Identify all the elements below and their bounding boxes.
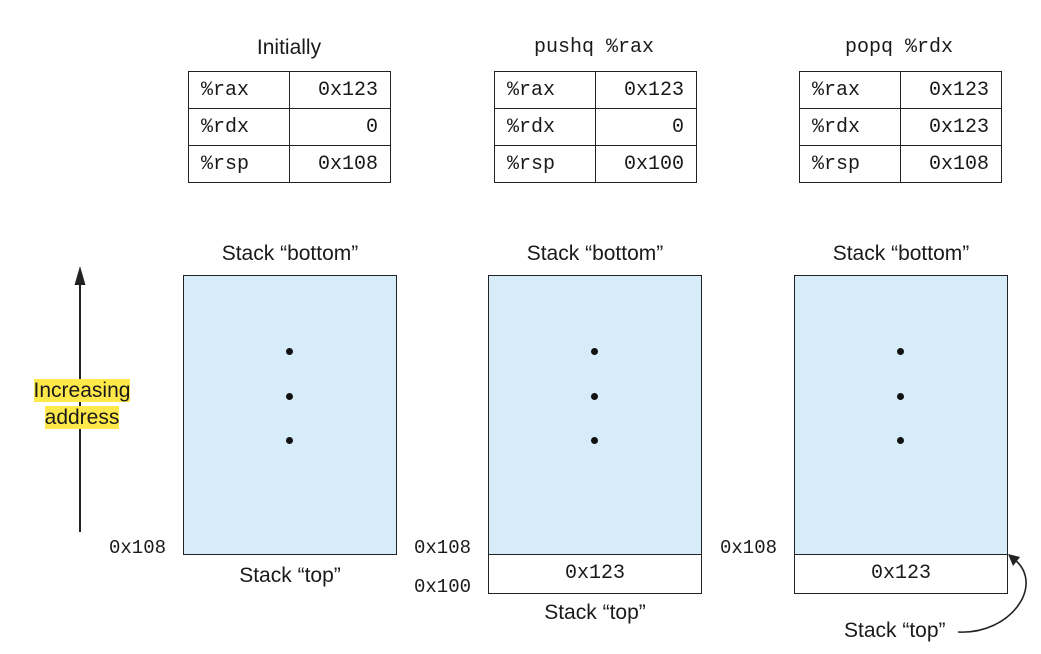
register-table-popq: %rax 0x123 %rdx 0x123 %rsp 0x108 <box>799 71 1002 183</box>
increasing-address-arrow <box>74 266 86 532</box>
register-value: 0x100 <box>595 145 697 183</box>
stack-bottom-label: Stack “bottom” <box>221 242 359 265</box>
increasing-address-label: Increasing address <box>22 377 142 431</box>
register-row-rdx: %rdx 0 <box>188 108 391 146</box>
stack-top-label: Stack “top” <box>544 601 646 624</box>
register-name: %rdx <box>188 108 290 146</box>
panel-title-pushq: pushq %rax <box>533 36 655 59</box>
register-value: 0x108 <box>900 145 1002 183</box>
stack-body-popq <box>794 275 1008 555</box>
stack-body-pushq <box>488 275 702 555</box>
register-row-rax: %rax 0x123 <box>799 71 1002 109</box>
register-row-rax: %rax 0x123 <box>188 71 391 109</box>
register-value: 0x123 <box>595 71 697 109</box>
panel-title-initially: Initially <box>256 36 322 59</box>
panel-title-popq: popq %rdx <box>844 36 954 59</box>
register-value: 0 <box>595 108 697 146</box>
ellipsis-dot <box>286 437 293 444</box>
register-row-rsp: %rsp 0x108 <box>188 145 391 183</box>
address-label: 0x108 <box>414 537 472 559</box>
register-value: 0 <box>289 108 391 146</box>
register-table-pushq: %rax 0x123 %rdx 0 %rsp 0x100 <box>494 71 697 183</box>
stack-slot: 0x123 <box>488 555 702 594</box>
address-label: 0x100 <box>414 576 472 598</box>
ellipsis-dot <box>286 348 293 355</box>
stack-bottom-label: Stack “bottom” <box>832 242 970 265</box>
ellipsis-dot <box>591 437 598 444</box>
ellipsis-dot <box>591 393 598 400</box>
axis-label-line2: address <box>44 406 120 429</box>
register-row-rsp: %rsp 0x100 <box>494 145 697 183</box>
stack-top-label: Stack “top” <box>844 619 946 642</box>
register-row-rsp: %rsp 0x108 <box>799 145 1002 183</box>
stack-slot: 0x123 <box>794 555 1008 594</box>
register-name: %rax <box>188 71 290 109</box>
register-name: %rax <box>799 71 901 109</box>
register-name: %rsp <box>494 145 596 183</box>
register-name: %rdx <box>494 108 596 146</box>
ellipsis-dot <box>897 348 904 355</box>
ellipsis-dot <box>897 393 904 400</box>
ellipsis-dot <box>591 348 598 355</box>
register-row-rdx: %rdx 0x123 <box>799 108 1002 146</box>
address-label: 0x108 <box>109 537 167 559</box>
register-value: 0x123 <box>289 71 391 109</box>
register-value: 0x123 <box>900 108 1002 146</box>
register-name: %rsp <box>188 145 290 183</box>
register-row-rax: %rax 0x123 <box>494 71 697 109</box>
register-row-rdx: %rdx 0 <box>494 108 697 146</box>
axis-label-line1: Increasing <box>33 379 131 402</box>
register-table-initially: %rax 0x123 %rdx 0 %rsp 0x108 <box>188 71 391 183</box>
stack-top-label: Stack “top” <box>239 564 341 587</box>
address-label: 0x108 <box>720 537 778 559</box>
register-name: %rdx <box>799 108 901 146</box>
register-value: 0x123 <box>900 71 1002 109</box>
stack-body-initially <box>183 275 397 555</box>
register-name: %rsp <box>799 145 901 183</box>
stack-top-pointer-arrow <box>957 554 1027 633</box>
register-name: %rax <box>494 71 596 109</box>
stack-bottom-label: Stack “bottom” <box>526 242 664 265</box>
register-value: 0x108 <box>289 145 391 183</box>
ellipsis-dot <box>897 437 904 444</box>
ellipsis-dot <box>286 393 293 400</box>
